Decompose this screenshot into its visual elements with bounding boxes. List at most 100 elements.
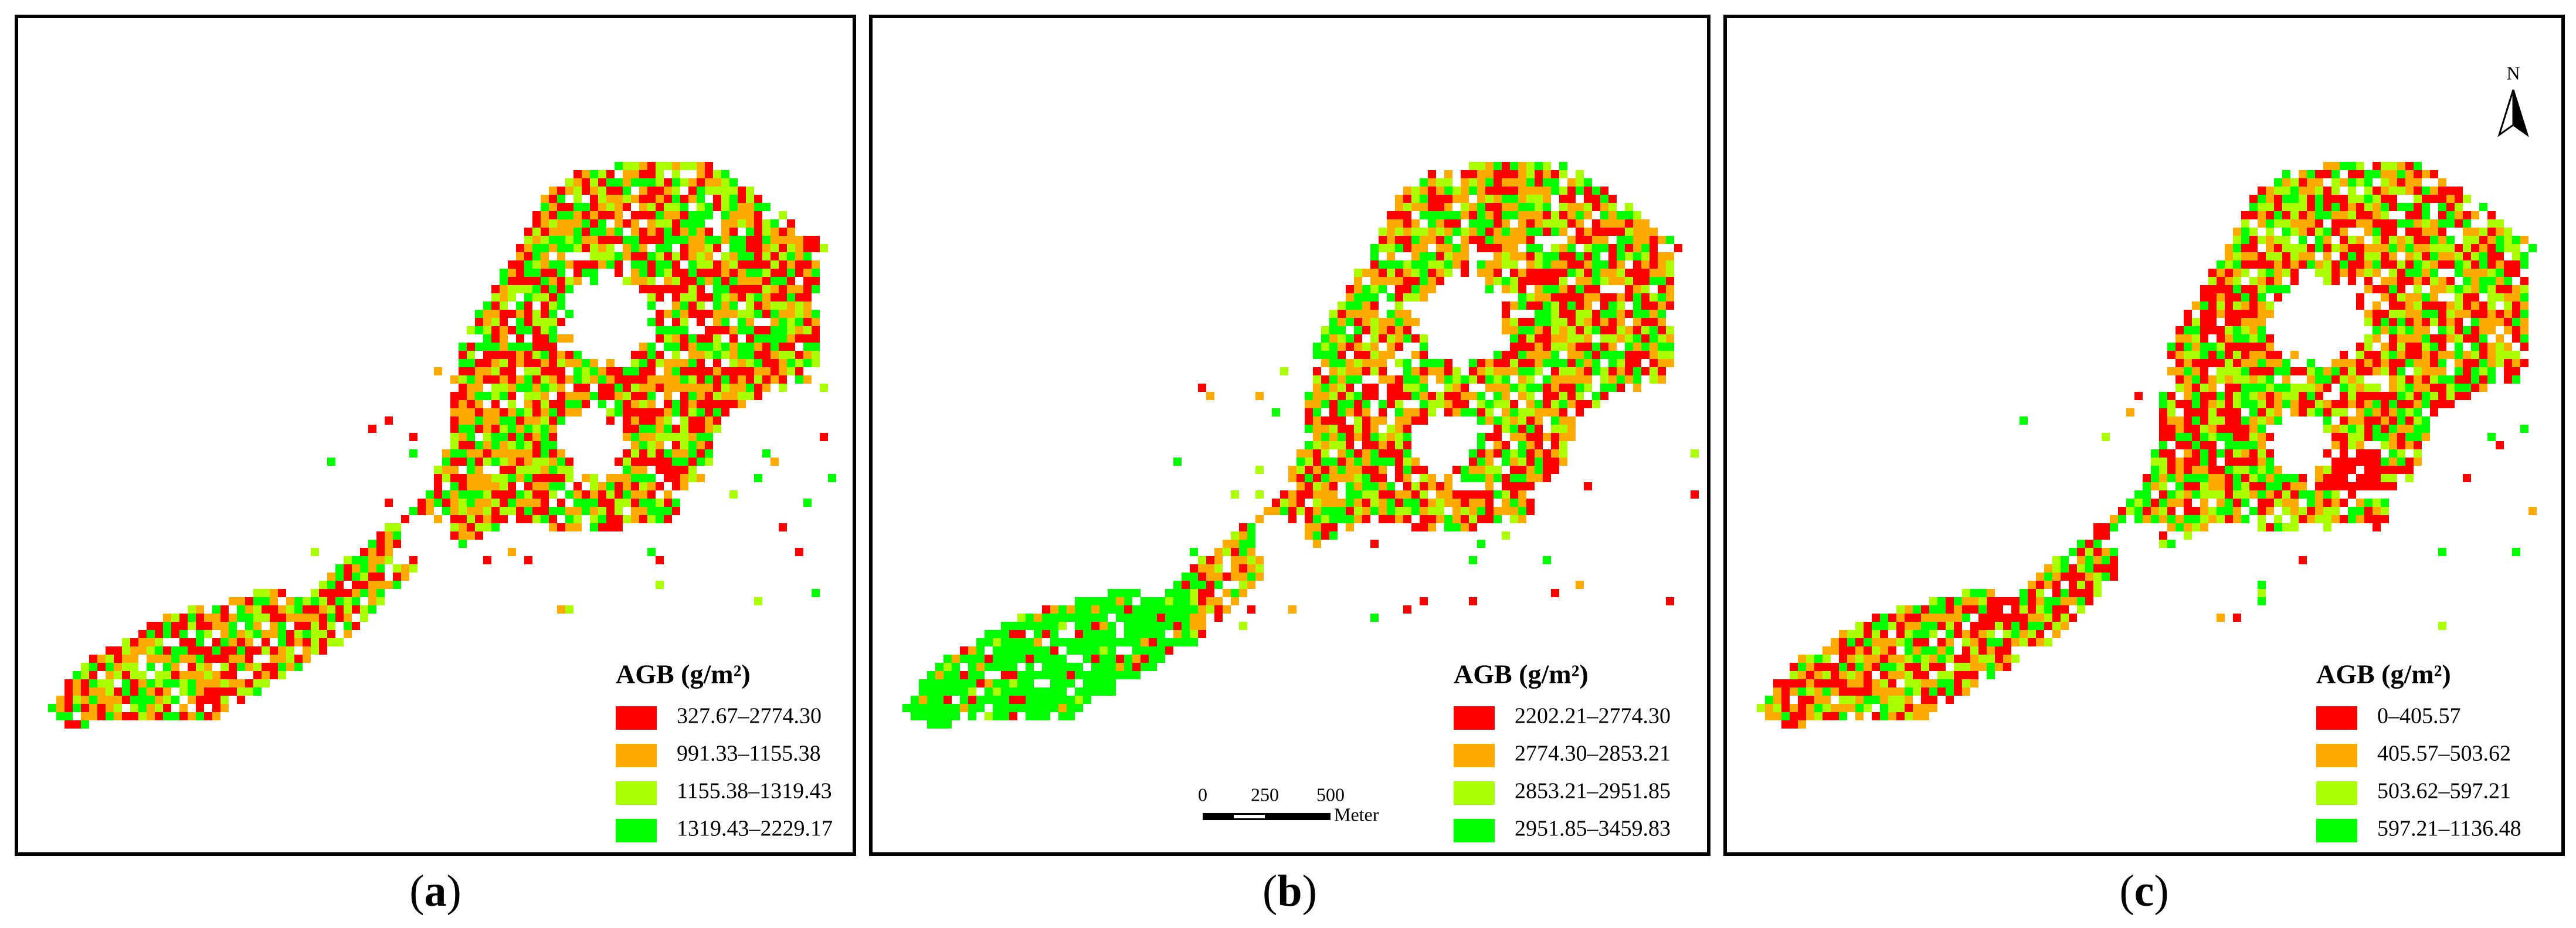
map-cell (1576, 334, 1584, 343)
map-cell (2159, 466, 2167, 474)
map-cell (2290, 187, 2299, 195)
map-cell (286, 638, 294, 646)
map-cell (393, 523, 401, 531)
map-cell (1584, 293, 1592, 302)
map-cell (672, 203, 680, 211)
map-cell (1625, 285, 1633, 293)
map-cell (1354, 302, 1362, 310)
map-cell (524, 343, 532, 351)
map-cell (1058, 712, 1067, 720)
map-cell (2233, 236, 2241, 244)
map-cell (1420, 236, 1428, 244)
map-cell (968, 671, 976, 679)
map-cell (1313, 400, 1321, 408)
map-cell (491, 384, 500, 392)
map-cell (1469, 359, 1477, 367)
map-cell (2307, 384, 2315, 392)
map-cell (1387, 400, 1395, 408)
map-cell (1379, 334, 1387, 343)
map-cell (368, 425, 376, 433)
map-cell (672, 310, 680, 318)
map-cell (1149, 663, 1157, 671)
map-cell (721, 400, 729, 408)
map-cell (459, 400, 467, 408)
map-cell (1288, 490, 1297, 499)
map-cell (1559, 244, 1567, 252)
map-cell (2241, 392, 2249, 400)
map-cell (2208, 302, 2217, 310)
map-cell (623, 178, 631, 187)
map-cell (2348, 236, 2356, 244)
map-cell (2430, 318, 2438, 326)
map-cell (1403, 466, 1411, 474)
map-cell (1461, 244, 1469, 252)
map-cell (1354, 351, 1362, 359)
map-cell (1354, 416, 1362, 425)
map-cell (2233, 466, 2241, 474)
map-cell (1477, 195, 1485, 203)
map-cell (303, 630, 311, 638)
map-cell (1576, 203, 1584, 211)
map-cell (2422, 293, 2430, 302)
map-cell (188, 687, 196, 696)
map-cell (647, 425, 656, 433)
map-cell (524, 252, 532, 260)
map-cell (713, 408, 721, 416)
map-cell (1116, 671, 1124, 679)
map-cell (1173, 597, 1182, 605)
map-cell (1576, 392, 1584, 400)
map-cell (2414, 449, 2422, 458)
map-cell (1297, 482, 1305, 490)
map-cell (2356, 203, 2364, 211)
map-cell (2348, 195, 2356, 203)
map-cell (2389, 351, 2397, 359)
map-cell (524, 228, 532, 236)
map-cell (516, 474, 524, 482)
map-cell (672, 433, 680, 441)
map-cell (508, 408, 516, 416)
map-cell (1551, 260, 1559, 269)
map-cell (656, 228, 664, 236)
map-cell (672, 359, 680, 367)
map-cell (2175, 384, 2184, 392)
map-cell (97, 712, 106, 720)
map-cell (2414, 170, 2422, 178)
map-cell (2381, 515, 2389, 523)
map-cell (2414, 310, 2422, 318)
map-cell (1444, 228, 1452, 236)
map-cell (771, 334, 779, 343)
map-cell (1510, 408, 1518, 416)
map-cell (729, 211, 738, 219)
map-cell (2249, 244, 2258, 252)
map-cell (2389, 466, 2397, 474)
map-cell (2405, 343, 2414, 351)
map-cell (1452, 211, 1461, 219)
map-cell (2471, 384, 2479, 392)
map-cell (2274, 244, 2282, 252)
map-cell (270, 622, 278, 630)
map-cell (623, 244, 631, 252)
map-cell (1921, 614, 1929, 622)
map-cell (656, 433, 664, 441)
map-cell (2397, 178, 2405, 187)
map-cell (1543, 318, 1551, 326)
map-cell (1567, 367, 1576, 375)
map-cell (2520, 359, 2529, 367)
map-cell (1962, 655, 1970, 663)
map-cell (573, 408, 582, 416)
map-cell (2373, 359, 2381, 367)
map-cell (993, 663, 1001, 671)
map-cell (1576, 260, 1584, 269)
map-cell (2159, 400, 2167, 408)
map-cell (1370, 367, 1379, 375)
map-cell (664, 400, 672, 408)
map-cell (1403, 474, 1411, 482)
map-cell (1600, 343, 1608, 351)
map-cell (795, 236, 803, 244)
map-cell (762, 302, 771, 310)
map-cell (2381, 400, 2389, 408)
map-cell (705, 392, 713, 400)
map-cell (1436, 260, 1444, 269)
map-cell (541, 384, 549, 392)
map-cell (623, 367, 631, 375)
